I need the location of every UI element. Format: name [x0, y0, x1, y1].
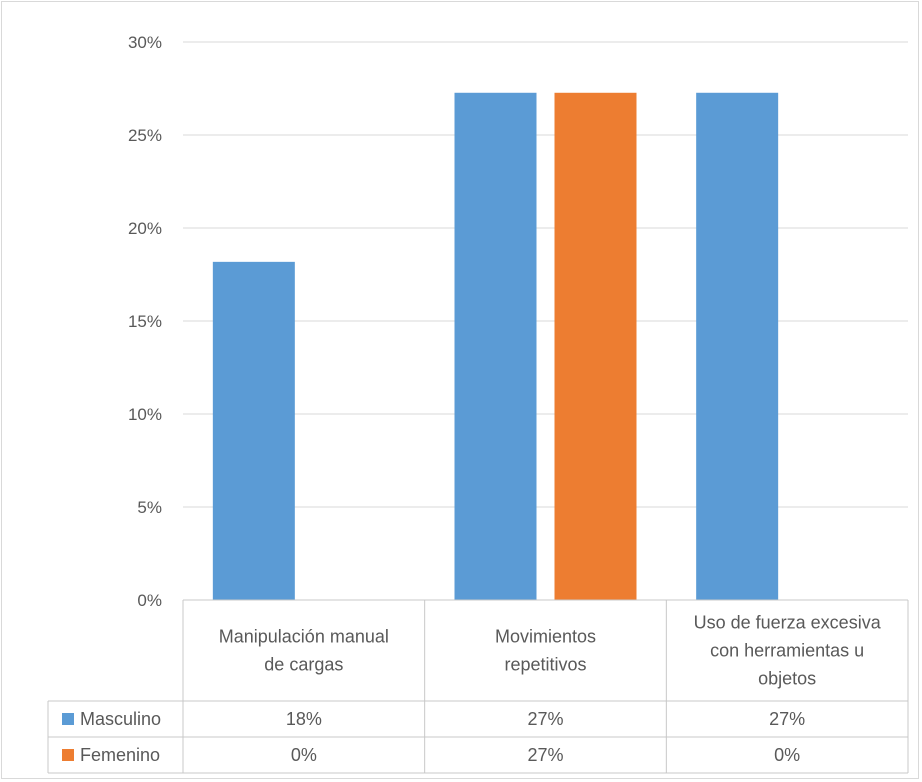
- legend-label: Masculino: [80, 709, 161, 729]
- data-label: 27%: [527, 745, 563, 765]
- y-axis-ticks: 0% 5% 10% 15% 20% 25% 30%: [128, 33, 162, 610]
- legend-key-femenino: [62, 749, 74, 761]
- category-label: Movimientos: [495, 627, 596, 647]
- y-tick-label: 20%: [128, 219, 162, 238]
- gridlines: [183, 41, 908, 508]
- data-table: Manipulación manual de cargas Movimientos r…: [47, 599, 909, 774]
- category-label: con herramientas u: [710, 641, 864, 661]
- y-tick-label: 25%: [128, 126, 162, 145]
- legend-label: Femenino: [80, 745, 160, 765]
- y-tick-label: 15%: [128, 312, 162, 331]
- data-label: 0%: [774, 745, 800, 765]
- category-label: objetos: [758, 669, 816, 689]
- data-label: 0%: [291, 745, 317, 765]
- y-tick-label: 30%: [128, 33, 162, 52]
- bar-masculino-2: [696, 92, 779, 600]
- data-label: 27%: [769, 709, 805, 729]
- category-label: Manipulación manual: [219, 627, 389, 647]
- y-tick-label: 10%: [128, 405, 162, 424]
- category-label: Uso de fuerza excesiva: [694, 613, 882, 633]
- legend-key-masculino: [62, 713, 74, 725]
- category-label: repetitivos: [504, 655, 586, 675]
- data-label: 18%: [286, 709, 322, 729]
- bar-masculino-0: [212, 261, 295, 600]
- bar-femenino-1: [554, 92, 637, 600]
- y-tick-label: 0%: [137, 591, 162, 610]
- bar-masculino-1: [454, 92, 537, 600]
- y-tick-label: 5%: [137, 498, 162, 517]
- data-label: 27%: [527, 709, 563, 729]
- bars: [212, 92, 779, 600]
- category-label: de cargas: [264, 655, 343, 675]
